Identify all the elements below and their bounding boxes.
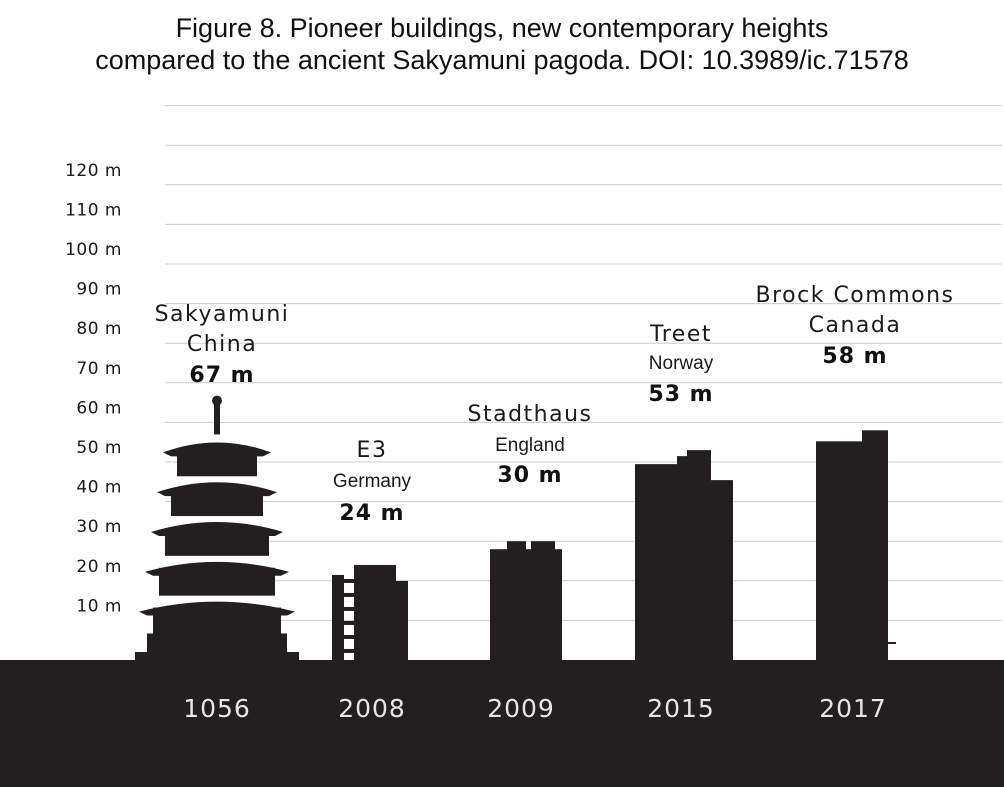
figure-title-line-1: Figure 8. Pioneer buildings, new contemp…: [175, 13, 829, 43]
y-tick-label: 50 m: [76, 438, 122, 458]
y-tick-label: 120 m: [65, 161, 122, 181]
building-height-label: 53 m: [648, 382, 713, 407]
building-name: Sakyamuni: [155, 302, 290, 327]
y-tick-label: 20 m: [76, 557, 122, 577]
building-height-label: 24 m: [339, 501, 404, 526]
building-name: E3: [357, 438, 388, 463]
year-label: 2017: [819, 694, 887, 723]
building-country: Norway: [649, 353, 714, 374]
building-country: Germany: [333, 471, 412, 492]
y-tick-label: 40 m: [76, 478, 122, 498]
building-stadthaus-silhouette: [490, 541, 562, 660]
building-country: Canada: [809, 313, 902, 338]
y-tick-label: 30 m: [76, 517, 122, 537]
building-e3-silhouette: [332, 564, 408, 660]
building-brock-commons-silhouette: [816, 430, 896, 660]
building-height-label: 58 m: [822, 344, 887, 369]
building-country: England: [495, 435, 565, 456]
building-height-label: 30 m: [497, 463, 562, 488]
building-country: China: [187, 332, 257, 357]
ground-band: [0, 660, 1004, 787]
building-sakyamuni-silhouette: [135, 395, 299, 660]
y-tick-label: 110 m: [65, 200, 122, 220]
y-tick-label: 100 m: [65, 240, 122, 260]
figure-title: Figure 8. Pioneer buildings, new contemp…: [0, 12, 1004, 76]
y-tick-label: 80 m: [76, 319, 122, 339]
building-name: Brock Commons: [756, 283, 955, 308]
year-label: 2015: [647, 694, 715, 723]
building-name: Treet: [649, 322, 712, 347]
building-treet-silhouette: [635, 450, 733, 660]
building-height-label: 67 m: [189, 363, 254, 388]
y-tick-label: 90 m: [76, 280, 122, 300]
figure-title-line-2: compared to the ancient Sakyamuni pagoda…: [95, 45, 909, 75]
year-label: 2008: [338, 694, 406, 723]
year-label: 1056: [183, 694, 251, 723]
building-name: Stadthaus: [468, 402, 593, 427]
y-tick-label: 10 m: [76, 596, 122, 616]
y-tick-label: 70 m: [76, 359, 122, 379]
year-label: 2009: [487, 694, 555, 723]
y-tick-label: 60 m: [76, 398, 122, 418]
